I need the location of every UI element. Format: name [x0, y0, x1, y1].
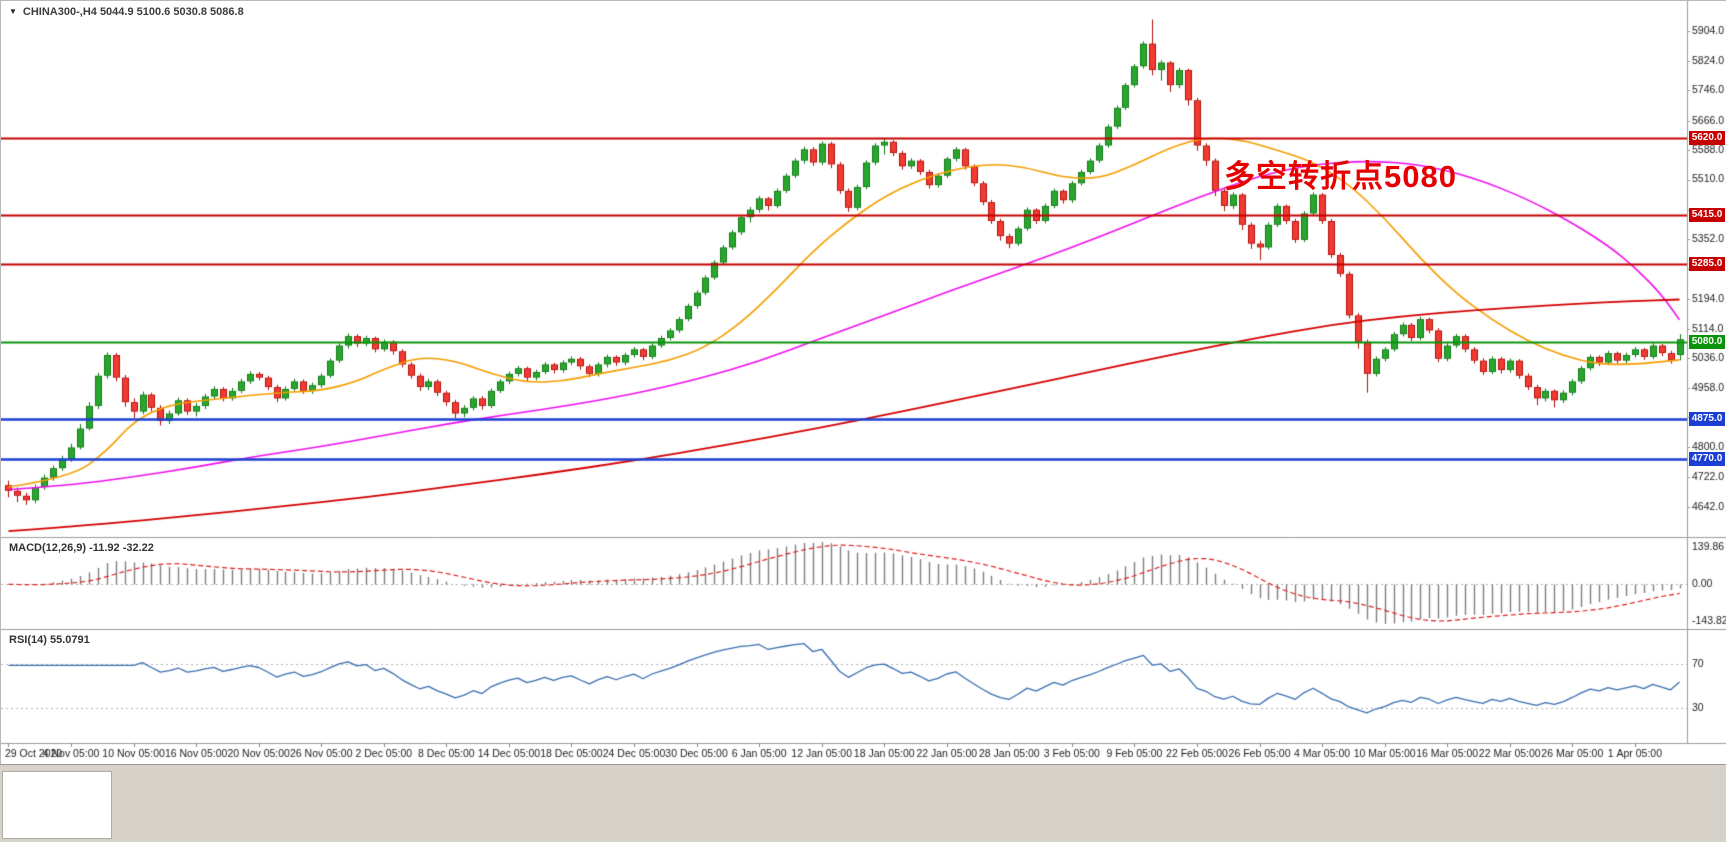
chart-window: ▼ CHINA300-,H4 5044.9 5100.6 5030.8 5086…: [0, 0, 1726, 765]
price-level-badge-5415.0: 5415.0: [1689, 208, 1725, 223]
annotation-text: 多空转折点5080: [1224, 159, 1457, 194]
symbol-dropdown-icon[interactable]: ▼: [9, 7, 17, 16]
price-level-badge-5285.0: 5285.0: [1689, 257, 1725, 272]
symbol-ohlc-text: CHINA300-,H4 5044.9 5100.6 5030.8 5086.8: [22, 6, 244, 18]
price-level-badge-4770.0: 4770.0: [1689, 451, 1725, 466]
chart-canvas[interactable]: [1, 1, 1726, 765]
rsi-indicator-label: RSI(14) 55.0791: [9, 634, 90, 646]
macd-indicator-label: MACD(12,26,9) -11.92 -32.22: [9, 542, 154, 554]
price-level-badge-5080.0: 5080.0: [1689, 334, 1725, 349]
status-strip: [0, 764, 1726, 842]
symbol-ohlc-label: ▼ CHINA300-,H4 5044.9 5100.6 5030.8 5086…: [9, 6, 244, 18]
status-box: [2, 771, 112, 839]
price-level-badge-4875.0: 4875.0: [1689, 412, 1725, 427]
price-level-badge-5620.0: 5620.0: [1689, 130, 1725, 145]
